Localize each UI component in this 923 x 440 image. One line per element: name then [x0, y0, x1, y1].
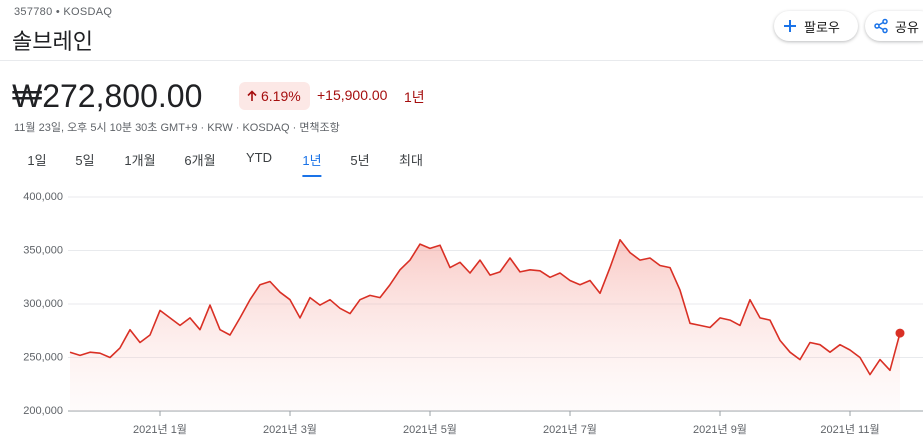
share-icon: [874, 18, 888, 34]
y-tick-label: 400,000: [23, 191, 63, 203]
range-tabs: 1일 5일 1개월 6개월 YTD 1년 5년 최대: [0, 150, 923, 177]
y-tick-label: 250,000: [23, 351, 63, 363]
change: +15,900.00: [317, 87, 388, 103]
follow-label: 팔로우: [804, 19, 840, 35]
share-label: 공유: [895, 19, 919, 35]
range-tab[interactable]: 1일: [27, 153, 47, 168]
up-arrow: [247, 90, 257, 101]
x-tick-label: 2021년 11월: [820, 423, 879, 436]
x-tick-label: 2021년 9월: [693, 423, 747, 436]
x-tick-label: 2021년 3월: [263, 423, 317, 436]
price-line: [69, 239, 901, 376]
share-button[interactable]: 공유: [865, 11, 923, 41]
x-tick-label: 2021년 7월: [543, 423, 597, 436]
y-tick-label: 200,000: [23, 405, 63, 417]
divider: [0, 60, 923, 61]
x-tick-label: 2021년 5월: [403, 423, 457, 436]
area-fill: [70, 239, 900, 411]
quote-info: 11월 23일, 오후 5시 10분 30초 GMT+9 · KRW · KOS…: [14, 122, 340, 134]
range-tab[interactable]: 5년: [350, 153, 370, 168]
y-tick-label: 350,000: [23, 244, 63, 256]
y-tick-label: 300,000: [23, 298, 63, 310]
change-percent: 6.19%: [261, 88, 301, 104]
range-tab[interactable]: 1개월: [124, 153, 156, 168]
range-tab[interactable]: 최대: [399, 153, 423, 168]
range-tab[interactable]: 5일: [75, 153, 95, 168]
range-tab[interactable]: YTD: [246, 150, 272, 165]
period: 1년: [404, 89, 425, 105]
symbol: 357780 • KOSDAQ: [14, 6, 113, 18]
follow-button[interactable]: 팔로우: [774, 11, 858, 41]
price: ₩272,800.00: [12, 78, 203, 114]
last-point: [895, 328, 905, 338]
chart: 200,000 250,000 300,000 350,000 400,000 2021년…: [23, 191, 923, 436]
range-tab[interactable]: 1년: [302, 150, 322, 177]
plus-icon: [784, 20, 796, 32]
stock-name: 솔브레인: [12, 29, 93, 54]
x-tick-label: 2021년 1월: [133, 423, 187, 436]
range-tab[interactable]: 6개월: [184, 153, 216, 168]
change-badge: 6.19%: [239, 82, 310, 110]
